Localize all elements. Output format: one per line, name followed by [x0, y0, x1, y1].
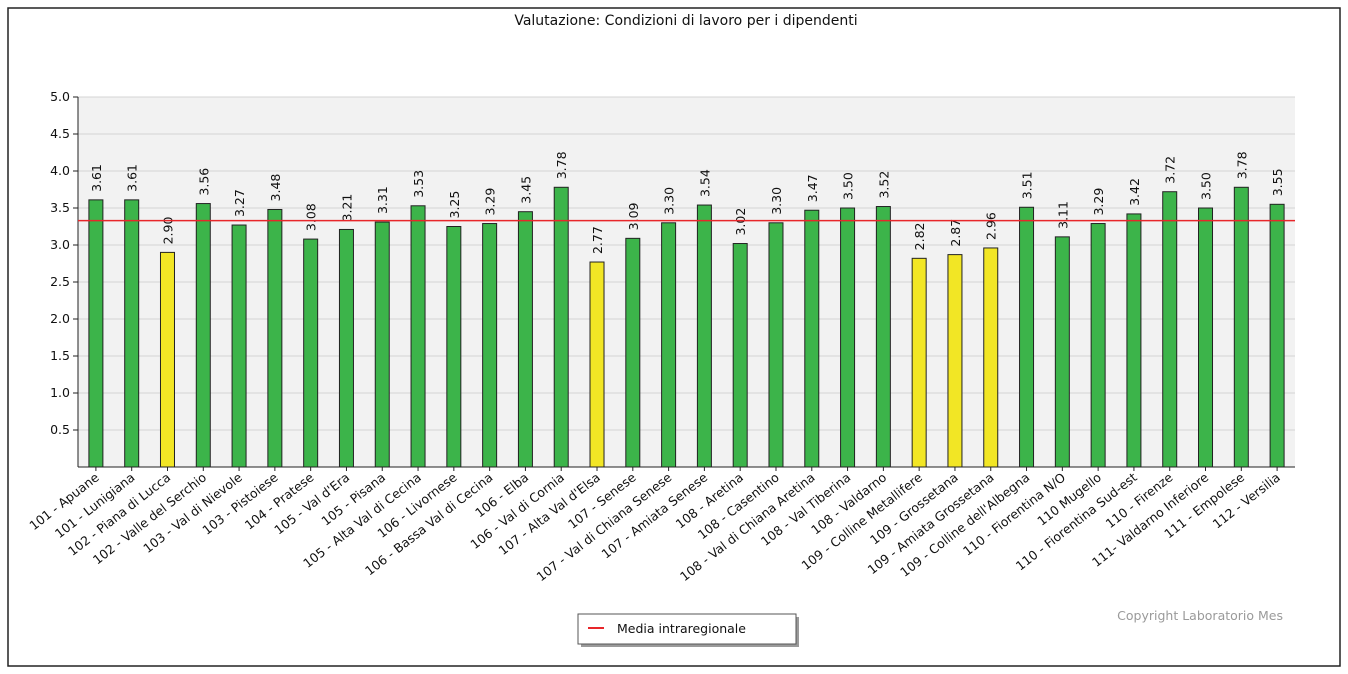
value-label: 3.09 [626, 202, 641, 230]
value-label: 3.25 [447, 191, 462, 219]
value-label: 3.11 [1055, 201, 1070, 229]
bar [374, 221, 390, 468]
bar [1269, 203, 1285, 468]
bar [267, 208, 283, 468]
y-tick-label: 3.0 [50, 237, 70, 252]
bar [804, 209, 820, 468]
value-label: 2.87 [948, 219, 963, 247]
value-label: 3.29 [483, 188, 498, 216]
value-label: 3.30 [769, 187, 784, 215]
bar [1054, 236, 1070, 468]
bar [231, 224, 247, 468]
value-label: 3.54 [697, 169, 712, 197]
y-tick-label: 1.0 [50, 385, 70, 400]
bar [303, 238, 319, 468]
bar [1233, 186, 1249, 468]
chart-title: Valutazione: Condizioni di lavoro per i … [514, 13, 857, 29]
bar [1198, 207, 1214, 468]
bar [410, 205, 426, 468]
bar [589, 261, 605, 468]
y-tick-label: 4.0 [50, 163, 70, 178]
value-label: 3.21 [339, 194, 354, 222]
value-label: 3.52 [876, 171, 891, 199]
y-tick-label: 5.0 [50, 89, 70, 104]
value-label: 2.77 [590, 226, 605, 254]
value-label: 3.42 [1127, 178, 1142, 206]
value-label: 3.31 [375, 186, 390, 214]
bar [195, 203, 211, 468]
bar [517, 211, 533, 468]
legend-label: Media intraregionale [617, 621, 746, 636]
value-label: 3.02 [733, 208, 748, 236]
legend: Media intraregionale [577, 613, 799, 647]
bar [553, 186, 569, 468]
copyright: Copyright Laboratorio Mes [1117, 608, 1283, 623]
bar [1090, 223, 1106, 468]
value-label: 3.78 [554, 151, 569, 179]
value-label: 3.30 [662, 187, 677, 215]
y-tick-label: 1.5 [50, 348, 70, 363]
bar [947, 254, 963, 468]
bar [875, 206, 891, 468]
bar [661, 222, 677, 468]
value-label: 3.08 [304, 203, 319, 231]
value-label: 3.50 [841, 172, 856, 200]
bar [338, 228, 354, 468]
bar [768, 222, 784, 468]
bar [911, 257, 927, 468]
value-label: 2.90 [160, 217, 175, 245]
y-tick-label: 0.5 [50, 422, 70, 437]
bar [840, 207, 856, 468]
value-label: 3.72 [1163, 156, 1178, 184]
value-label: 3.61 [89, 164, 104, 192]
bar [625, 237, 641, 468]
y-tick-label: 2.0 [50, 311, 70, 326]
bar [696, 204, 712, 468]
y-tick-label: 4.5 [50, 126, 70, 141]
bar [124, 199, 140, 468]
legend-box [577, 613, 797, 645]
value-label: 3.51 [1020, 171, 1035, 199]
bar [983, 247, 999, 468]
bar [1162, 191, 1178, 468]
value-label: 3.61 [125, 164, 140, 192]
bar [1019, 206, 1035, 468]
value-label: 3.45 [518, 176, 533, 204]
value-label: 3.55 [1270, 168, 1285, 196]
value-label: 3.48 [268, 174, 283, 202]
bar [159, 251, 175, 468]
value-label: 3.53 [411, 170, 426, 198]
bar [732, 243, 748, 468]
value-label: 2.82 [912, 222, 927, 250]
value-label: 3.56 [196, 168, 211, 196]
value-label: 3.27 [232, 189, 247, 217]
y-tick-label: 2.5 [50, 274, 70, 289]
value-label: 3.50 [1199, 172, 1214, 200]
value-label: 3.47 [805, 174, 820, 202]
value-label: 2.96 [984, 212, 999, 240]
bar [446, 226, 462, 468]
bar [482, 223, 498, 468]
y-tick-label: 3.5 [50, 200, 70, 215]
value-label: 3.29 [1091, 188, 1106, 216]
value-label: 3.78 [1234, 151, 1249, 179]
bar [1126, 213, 1142, 468]
bar [88, 199, 104, 468]
